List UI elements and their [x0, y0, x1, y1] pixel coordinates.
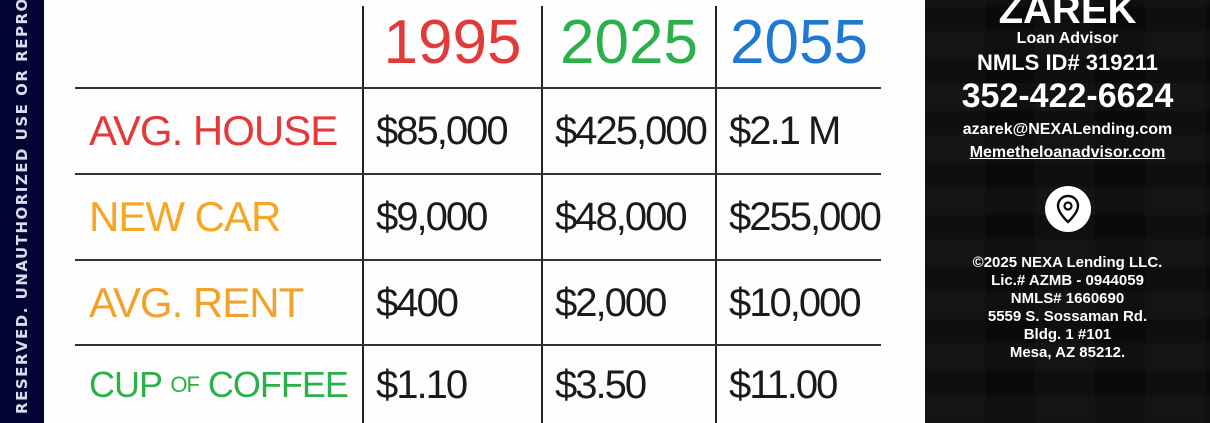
phone-number[interactable]: 352-422-6624 [961, 77, 1174, 115]
copyright-strip: S RESERVED. UNAUTHORIZED USE OR REPRO [0, 0, 44, 423]
email-link[interactable]: azarek@NEXALending.com [962, 121, 1173, 138]
row-label-coffee: CUP OF COFFEE [75, 346, 362, 423]
divider [362, 6, 364, 423]
label-part: CUP [89, 363, 171, 405]
advisor-name: ZAREK [998, 0, 1137, 32]
label-part: COFFEE [198, 363, 349, 405]
value-cell: $2.1 M [729, 109, 841, 153]
copyright-notice: S RESERVED. UNAUTHORIZED USE OR REPRO [13, 0, 31, 423]
value-cell: $1.10 [376, 362, 468, 407]
value-cell: $48,000 [555, 195, 688, 239]
advisor-title: Loan Advisor [1016, 30, 1119, 47]
row-label-rent: AVG. RENT [89, 278, 304, 326]
footer-line: ©2025 NEXA Lending LLC. [972, 254, 1163, 271]
divider [541, 6, 543, 423]
contact-panel: ZAREK Loan Advisor NMLS ID# 319211 352-4… [925, 0, 1210, 423]
value-cell: $9,000 [376, 195, 488, 239]
row-label-car: NEW CAR [89, 193, 281, 240]
label-part: OF [170, 371, 200, 397]
year-header-1995: 1995 [383, 8, 522, 77]
website-link[interactable]: Memetheloanadvisor.com [969, 144, 1166, 161]
company-footer: ©2025 NEXA Lending LLC. Lic.# AZMB - 094… [925, 254, 1210, 362]
footer-line: 5559 S. Sossaman Rd. [987, 308, 1148, 325]
nmls-id: NMLS ID# 319211 [977, 50, 1158, 75]
value-cell: $255,000 [729, 195, 881, 239]
footer-line: Bldg. 1 #101 [1023, 326, 1112, 343]
location-pin-icon [1045, 186, 1091, 232]
value-cell: $425,000 [555, 109, 708, 153]
row-label-house: AVG. HOUSE [89, 107, 338, 154]
footer-line: Lic.# AZMB - 0944059 [991, 272, 1144, 289]
divider [75, 259, 881, 261]
footer-line: NMLS# 1660690 [1010, 290, 1125, 307]
footer-line: Mesa, AZ 85212. [1009, 344, 1126, 361]
value-cell: $10,000 [729, 280, 862, 325]
divider [715, 6, 717, 423]
value-cell: $11.00 [729, 362, 838, 407]
divider [75, 344, 881, 346]
value-cell: $85,000 [376, 109, 509, 153]
divider [75, 87, 881, 89]
price-comparison-table: 1995 2025 2055 AVG. HOUSE $85,000 $425,0… [44, 0, 925, 423]
value-cell: $400 [376, 280, 459, 325]
value-cell: $2,000 [555, 280, 667, 325]
year-header-2055: 2055 [730, 8, 868, 77]
year-header-2025: 2025 [560, 8, 698, 77]
value-cell: $3.50 [555, 362, 647, 407]
divider [75, 173, 881, 175]
